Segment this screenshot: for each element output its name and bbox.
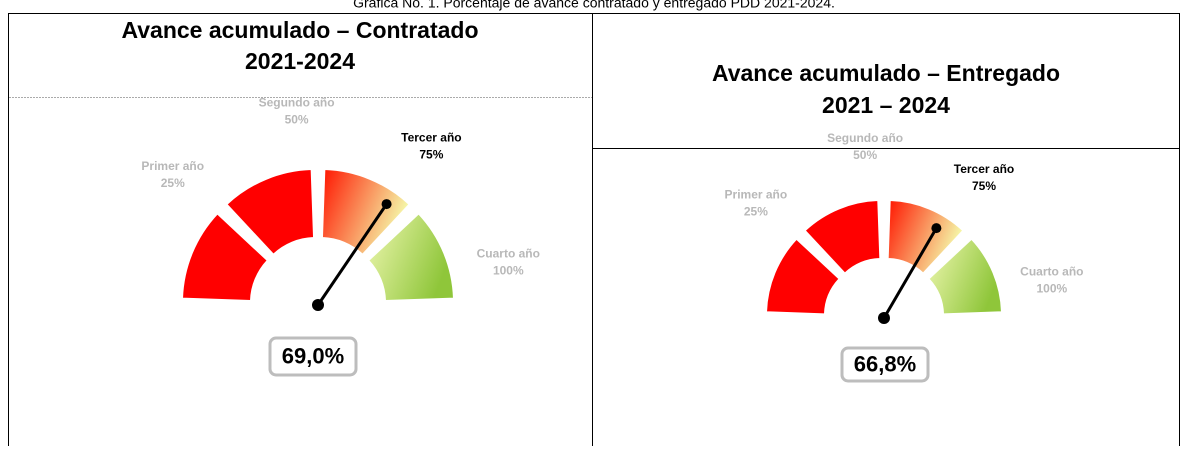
- needle: [316, 203, 388, 306]
- band-label: Cuarto año: [477, 247, 540, 261]
- gauge-segment: [928, 238, 1002, 315]
- frame: [8, 13, 1180, 451]
- chart-title: 2021 – 2024: [822, 92, 950, 118]
- band-label: Tercer año: [954, 162, 1014, 176]
- band-tick-label: 100%: [493, 264, 524, 278]
- gauge-segment: [887, 200, 964, 274]
- gauge-segment: [804, 200, 881, 274]
- gauge-segment: [226, 169, 315, 255]
- value-box: [268, 336, 358, 377]
- band-tick-label: 50%: [853, 148, 877, 162]
- needle: [882, 227, 938, 319]
- value-label: 66,8%: [854, 351, 916, 376]
- band-tick-label: 25%: [161, 176, 185, 190]
- needle-hub: [312, 299, 324, 311]
- needle-tip: [931, 223, 942, 234]
- band-label: Tercer año: [401, 131, 461, 145]
- band-label: Segundo año: [259, 95, 335, 109]
- band-label: Primer año: [725, 187, 788, 201]
- caption: Gráfica No. 1. Porcentaje de avance cont…: [353, 0, 835, 11]
- band-label: Segundo año: [827, 131, 903, 145]
- gauge-segment: [182, 213, 268, 302]
- needle-tip: [381, 199, 392, 210]
- band-tick-label: 100%: [1037, 282, 1068, 296]
- value-box: [840, 346, 930, 383]
- gauge-segment: [766, 238, 840, 315]
- needle-hub: [878, 312, 890, 324]
- chart-title: Avance acumulado – Contratado: [121, 17, 478, 43]
- band-tick-label: 25%: [744, 204, 768, 218]
- gauge-segment: [321, 169, 410, 255]
- band-tick-label: 75%: [419, 148, 443, 162]
- band-tick-label: 50%: [285, 112, 309, 126]
- chart-title: 2021-2024: [245, 48, 355, 74]
- band-tick-label: 75%: [972, 179, 996, 193]
- band-label: Primer año: [141, 159, 204, 173]
- band-label: Cuarto año: [1020, 265, 1083, 279]
- gauge-segment: [368, 213, 454, 302]
- chart-title: Avance acumulado – Entregado: [712, 60, 1060, 86]
- value-label: 69,0%: [282, 343, 344, 368]
